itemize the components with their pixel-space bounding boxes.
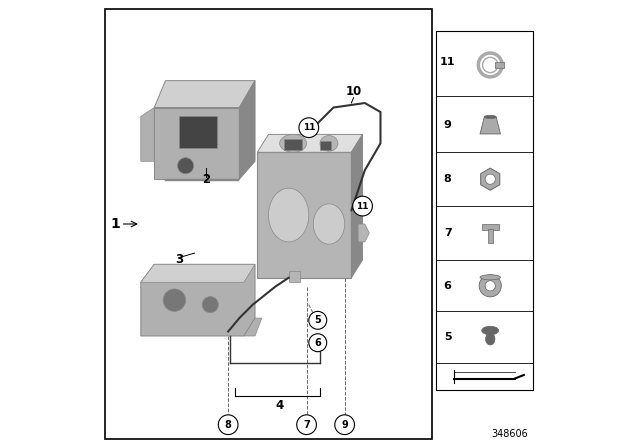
Text: 5: 5 — [444, 332, 451, 342]
Circle shape — [353, 196, 372, 216]
Circle shape — [299, 118, 319, 138]
Circle shape — [309, 334, 327, 352]
Polygon shape — [481, 168, 500, 190]
Text: 7: 7 — [303, 420, 310, 430]
Ellipse shape — [269, 188, 309, 242]
Text: 11: 11 — [440, 57, 456, 67]
Bar — [436, 31, 532, 390]
Circle shape — [163, 289, 186, 311]
Ellipse shape — [280, 134, 307, 152]
Circle shape — [479, 275, 501, 297]
Text: 2: 2 — [202, 172, 210, 186]
Circle shape — [218, 415, 238, 435]
Text: 9: 9 — [444, 120, 452, 129]
Ellipse shape — [314, 204, 345, 244]
Text: 8: 8 — [225, 420, 232, 430]
Bar — [257, 152, 351, 278]
Ellipse shape — [482, 326, 499, 335]
Bar — [488, 229, 493, 243]
Bar — [179, 116, 217, 148]
Polygon shape — [482, 224, 499, 229]
Text: 4: 4 — [276, 399, 284, 412]
Polygon shape — [239, 81, 255, 179]
Text: 3: 3 — [175, 253, 183, 267]
Polygon shape — [244, 318, 262, 336]
Ellipse shape — [320, 135, 338, 151]
Polygon shape — [480, 117, 500, 134]
Circle shape — [309, 311, 327, 329]
Text: 11: 11 — [303, 123, 315, 132]
Text: 5: 5 — [314, 315, 321, 325]
Polygon shape — [141, 264, 255, 336]
Bar — [320, 141, 332, 150]
Text: 9: 9 — [341, 420, 348, 430]
Text: 11: 11 — [356, 202, 369, 211]
Circle shape — [177, 158, 194, 174]
Polygon shape — [141, 264, 255, 282]
Polygon shape — [154, 81, 255, 108]
Polygon shape — [351, 134, 362, 278]
Polygon shape — [257, 134, 362, 152]
Text: 7: 7 — [444, 228, 452, 238]
Bar — [105, 9, 432, 439]
Ellipse shape — [480, 275, 500, 280]
Polygon shape — [358, 224, 369, 242]
Polygon shape — [154, 108, 239, 179]
Polygon shape — [141, 108, 154, 161]
Circle shape — [297, 415, 316, 435]
Bar — [495, 62, 504, 68]
Text: 1: 1 — [110, 217, 120, 231]
Circle shape — [485, 174, 495, 184]
Circle shape — [483, 57, 498, 73]
Bar — [284, 139, 302, 150]
Ellipse shape — [486, 333, 495, 345]
Text: 10: 10 — [346, 85, 362, 99]
Text: 6: 6 — [444, 281, 452, 291]
Ellipse shape — [484, 115, 496, 119]
Text: 6: 6 — [314, 338, 321, 348]
Polygon shape — [165, 179, 239, 181]
Circle shape — [485, 281, 495, 291]
Circle shape — [335, 415, 355, 435]
Text: 8: 8 — [444, 174, 452, 184]
Circle shape — [202, 297, 218, 313]
Bar — [289, 271, 300, 282]
Text: 348606: 348606 — [492, 429, 529, 439]
